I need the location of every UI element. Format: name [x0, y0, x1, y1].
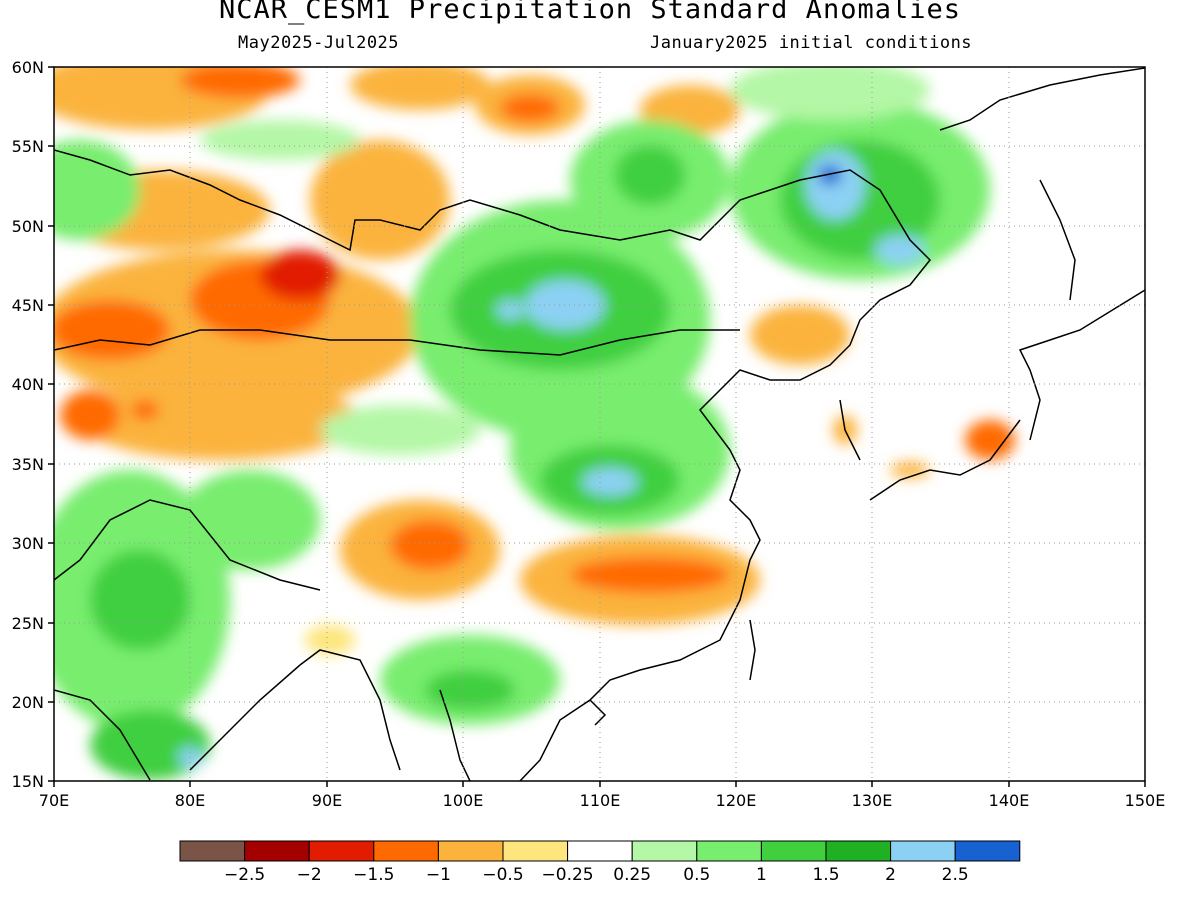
lat-label: 60N — [12, 58, 44, 77]
lon-label: 150E — [1125, 791, 1166, 810]
lon-label: 70E — [39, 791, 69, 810]
colorbar-label: −0.25 — [542, 865, 594, 885]
lat-label: 15N — [12, 772, 44, 791]
initial-conditions: January2025 initial conditions — [650, 33, 973, 53]
colorbar-swatch — [631, 840, 698, 862]
colorbar-label: 1.5 — [812, 865, 839, 885]
forecast-period: May2025-Jul2025 — [238, 33, 400, 53]
colorbar-label: −1.5 — [353, 865, 394, 885]
axis-ticks — [48, 66, 1146, 787]
lat-label: 50N — [12, 217, 44, 236]
longitude-axis: 70E 80E 90E 100E 110E 120E 130E 140E 150… — [39, 791, 1166, 810]
colorbar-swatch — [890, 840, 956, 862]
colorbar-label: −1 — [426, 865, 451, 885]
colorbar-swatch — [373, 840, 439, 862]
lat-label: 40N — [12, 375, 44, 394]
colorbar-swatch — [308, 840, 375, 862]
lat-label: 25N — [12, 614, 44, 633]
lon-label: 140E — [989, 791, 1030, 810]
colorbar-label: 1 — [756, 865, 767, 885]
colorbar-label: 0.5 — [683, 865, 710, 885]
colorbar-label: −0.5 — [482, 865, 523, 885]
colorbar: −2.5 −2 −1.5 −1 −0.5 −0.25 0.25 0.5 1 1.5 2 2.5 — [179, 840, 1021, 885]
map-title: NCAR_CESM1 Precipitation Standard Anomal… — [219, 0, 961, 25]
lat-label: 45N — [12, 296, 44, 315]
colorbar-swatch — [567, 840, 633, 862]
lon-label: 90E — [312, 791, 342, 810]
colorbar-swatch — [244, 840, 310, 862]
colorbar-label: 2 — [885, 865, 896, 885]
colorbar-swatch — [437, 840, 504, 862]
lon-label: 130E — [852, 791, 893, 810]
colorbar-swatch — [825, 840, 892, 862]
lat-label: 30N — [12, 534, 44, 553]
lon-label: 80E — [175, 791, 205, 810]
anomaly-field — [54, 67, 1145, 781]
colorbar-label: 0.25 — [613, 865, 651, 885]
colorbar-label: −2.5 — [224, 865, 265, 885]
graticule — [54, 67, 1145, 781]
colorbar-swatch — [954, 840, 1021, 862]
colorbar-swatch — [502, 840, 569, 862]
colorbar-swatch — [696, 840, 762, 862]
lat-label: 20N — [12, 693, 44, 712]
colorbar-label: −2 — [297, 865, 322, 885]
lat-label: 35N — [12, 455, 44, 474]
colorbar-label: 2.5 — [942, 865, 969, 885]
lon-label: 120E — [716, 791, 757, 810]
lon-label: 110E — [580, 791, 621, 810]
colorbar-swatch — [179, 840, 246, 862]
lon-label: 100E — [443, 791, 484, 810]
lat-label: 55N — [12, 137, 44, 156]
latitude-axis: 15N 20N 25N 30N 35N 40N 45N 50N 55N 60N — [12, 58, 44, 791]
colorbar-swatch — [760, 840, 827, 862]
coastlines — [54, 67, 1145, 781]
